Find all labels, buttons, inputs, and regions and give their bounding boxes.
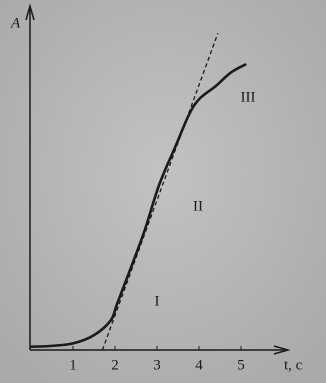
x-tick-label: 5 <box>237 357 245 373</box>
y-axis-arrow <box>25 3 35 21</box>
curve <box>29 63 247 348</box>
region-label: II <box>193 198 203 214</box>
x-tick-label: 4 <box>195 357 203 373</box>
x-tick-label: 3 <box>153 357 161 373</box>
y-axis-label: A <box>10 15 21 31</box>
x-tick-label: 2 <box>111 357 119 373</box>
x-axis-label: t, c <box>284 357 303 373</box>
x-tick-label: 1 <box>69 357 77 373</box>
x-axis-arrow <box>273 345 291 355</box>
tangent-line <box>101 32 219 351</box>
region-label: III <box>241 89 256 105</box>
region-label: I <box>155 293 160 309</box>
